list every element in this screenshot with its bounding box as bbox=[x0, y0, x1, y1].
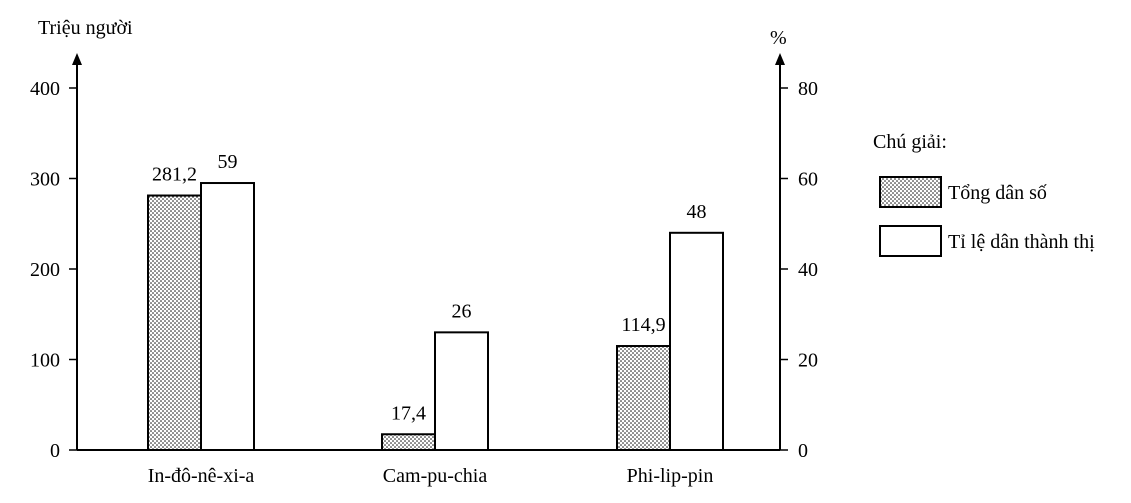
legend-swatch-urban-rate bbox=[879, 225, 942, 257]
data-label-urban-rate: 26 bbox=[452, 300, 472, 322]
legend-swatch-total-population bbox=[879, 176, 942, 208]
data-label-total-population: 17,4 bbox=[391, 402, 426, 424]
right-tick-label: 40 bbox=[798, 259, 818, 281]
right-axis-arrow bbox=[775, 53, 785, 65]
bar-total-population bbox=[147, 194, 202, 451]
bar-urban-rate bbox=[669, 231, 724, 451]
right-tick-label: 20 bbox=[798, 350, 818, 372]
bar-urban-rate bbox=[200, 182, 255, 451]
left-axis-ticks: 0 100 200 300 400 bbox=[30, 78, 77, 462]
bars bbox=[147, 182, 724, 452]
legend-label-total-population: Tổng dân số bbox=[948, 182, 1047, 204]
data-label-total-population: 114,9 bbox=[621, 314, 665, 336]
right-tick-label: 80 bbox=[798, 78, 818, 100]
data-label-total-population: 281,2 bbox=[152, 164, 197, 186]
right-axis-ticks: 0 20 40 60 80 bbox=[780, 78, 818, 462]
legend-label-urban-rate: Tỉ lệ dân thành thị bbox=[948, 231, 1095, 253]
category-label: Cam-pu-chia bbox=[383, 465, 488, 487]
category-labels: In-đô-nê-xi-a Cam-pu-chia Phi-lip-pin bbox=[148, 465, 714, 487]
category-label: In-đô-nê-xi-a bbox=[148, 465, 255, 487]
bar-labels: 281,2 17,4 114,9 59 26 48 bbox=[152, 151, 707, 424]
legend-title: Chú giải: bbox=[873, 131, 947, 153]
data-label-urban-rate: 48 bbox=[687, 201, 707, 223]
left-tick-label: 0 bbox=[50, 440, 60, 462]
left-axis-label: Triệu người bbox=[38, 17, 133, 39]
left-tick-label: 300 bbox=[30, 169, 60, 191]
bar-total-population bbox=[381, 433, 436, 451]
category-label: Phi-lip-pin bbox=[627, 465, 714, 487]
bar-total-population bbox=[616, 345, 671, 451]
left-tick-label: 100 bbox=[30, 350, 60, 372]
data-label-urban-rate: 59 bbox=[218, 151, 238, 173]
left-tick-label: 200 bbox=[30, 259, 60, 281]
left-tick-label: 400 bbox=[30, 78, 60, 100]
right-axis-label: % bbox=[770, 27, 787, 49]
bar-urban-rate bbox=[434, 331, 489, 452]
legend: Chú giải: Tổng dân số Tỉ lệ dân thành th… bbox=[873, 131, 1095, 257]
left-axis-arrow bbox=[72, 53, 82, 65]
right-tick-label: 60 bbox=[798, 169, 818, 191]
right-tick-label: 0 bbox=[798, 440, 808, 462]
